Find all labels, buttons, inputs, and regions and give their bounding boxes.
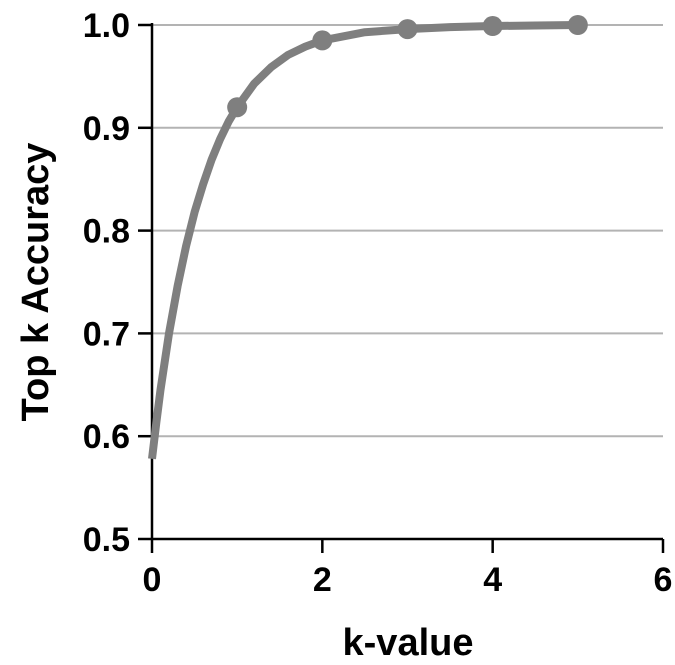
data-point-k5	[567, 15, 588, 35]
data-point-k4	[482, 16, 503, 37]
data-point-k3	[397, 19, 418, 40]
x-axis-title: k-value	[343, 622, 474, 664]
data-series	[148, 15, 588, 460]
axes	[138, 23, 665, 553]
x-tick-label: 4	[483, 561, 502, 599]
grid-lines	[152, 24, 663, 438]
y-tick-label: 1.0	[83, 7, 130, 45]
data-point-k2	[312, 30, 333, 51]
y-tick-label: 0.7	[83, 315, 130, 353]
series-line	[148, 21, 578, 460]
tick-labels: 0.5 0.6 0.7 0.8 0.9 1.0 0 2 4 6	[83, 7, 673, 599]
y-tick-label: 0.5	[83, 521, 130, 559]
y-axis-title: Top k Accuracy	[15, 143, 57, 422]
y-tick-label: 0.9	[83, 110, 130, 148]
x-tick-label: 2	[313, 561, 332, 599]
data-point-k1	[227, 97, 248, 118]
x-tick-label: 0	[143, 561, 162, 599]
y-tick-label: 0.6	[83, 418, 130, 456]
y-tick-label: 0.8	[83, 213, 130, 251]
x-tick-label: 6	[654, 561, 673, 599]
